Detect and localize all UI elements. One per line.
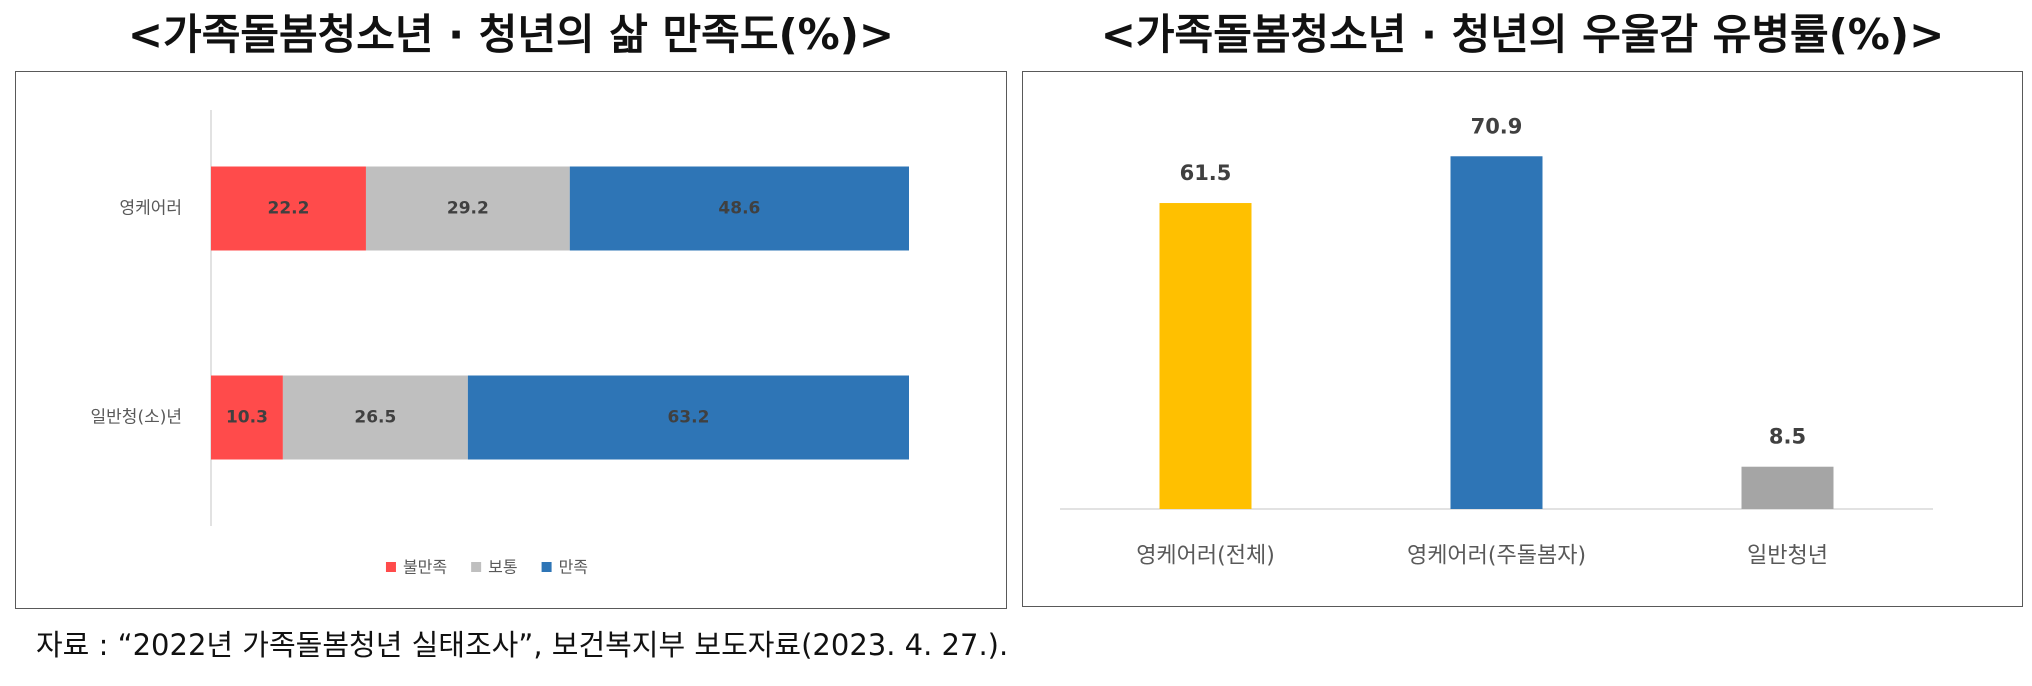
legend-label: 만족 (559, 558, 588, 577)
bar-segment (211, 166, 366, 251)
data-label: 22.2 (268, 199, 310, 219)
bar-segment (467, 375, 909, 460)
data-label: 63.2 (667, 408, 709, 428)
depression-chart-panel: 61.5 영케어러(전체) 70.9 영케어러(주돌봄자) 8.5 일반청년 (1022, 71, 2023, 607)
bar (1159, 203, 1252, 509)
bar (1450, 156, 1543, 509)
data-label: 26.5 (354, 408, 396, 428)
category-label: 일반청년 (1747, 544, 1828, 569)
legend-label: 보통 (488, 558, 517, 577)
data-label: 29.2 (447, 199, 489, 219)
data-label: 8.5 (1769, 425, 1806, 449)
depression-chart-title: <가족돌봄청소년 · 청년의 우울감 유병률(%)> (1100, 10, 1945, 59)
legend-swatch (471, 562, 482, 572)
source-footnote: 자료 : “2022년 가족돌봄청년 실태조사”, 보건복지부 보도자료(202… (36, 628, 1009, 662)
bar-segment (282, 375, 468, 460)
category-label: 영케어러(주돌봄자) (1407, 544, 1586, 569)
category-label: 영케어러(전체) (1136, 544, 1275, 569)
bar-segment (211, 375, 283, 460)
legend-swatch (385, 562, 396, 572)
depression-bar-chart: 61.5 영케어러(전체) 70.9 영케어러(주돌봄자) 8.5 일반청년 (1060, 114, 1933, 569)
legend-label: 불만족 (403, 558, 447, 577)
bar-segment (365, 166, 570, 251)
data-label: 48.6 (718, 199, 760, 219)
legend: 불만족 보통 만족 (385, 558, 588, 577)
data-label: 10.3 (226, 408, 268, 428)
satisfaction-chart-panel: 영케어러 22.2 29.2 48.6 일반청(소)년 10.3 26.5 63.2 불만족 보통… (15, 71, 1007, 609)
category-label: 영케어러 (119, 199, 182, 219)
category-label: 일반청(소)년 (91, 408, 182, 428)
bar-segment (569, 166, 909, 251)
bar (1741, 466, 1834, 509)
legend-swatch (541, 562, 552, 572)
satisfaction-chart-title: <가족돌봄청소년 · 청년의 삶 만족도(%)> (127, 10, 895, 59)
data-label: 70.9 (1471, 114, 1523, 138)
satisfaction-stacked-bar-chart: 영케어러 22.2 29.2 48.6 일반청(소)년 10.3 26.5 63.2 불만족 보통… (91, 110, 909, 577)
data-label: 61.5 (1180, 161, 1232, 185)
